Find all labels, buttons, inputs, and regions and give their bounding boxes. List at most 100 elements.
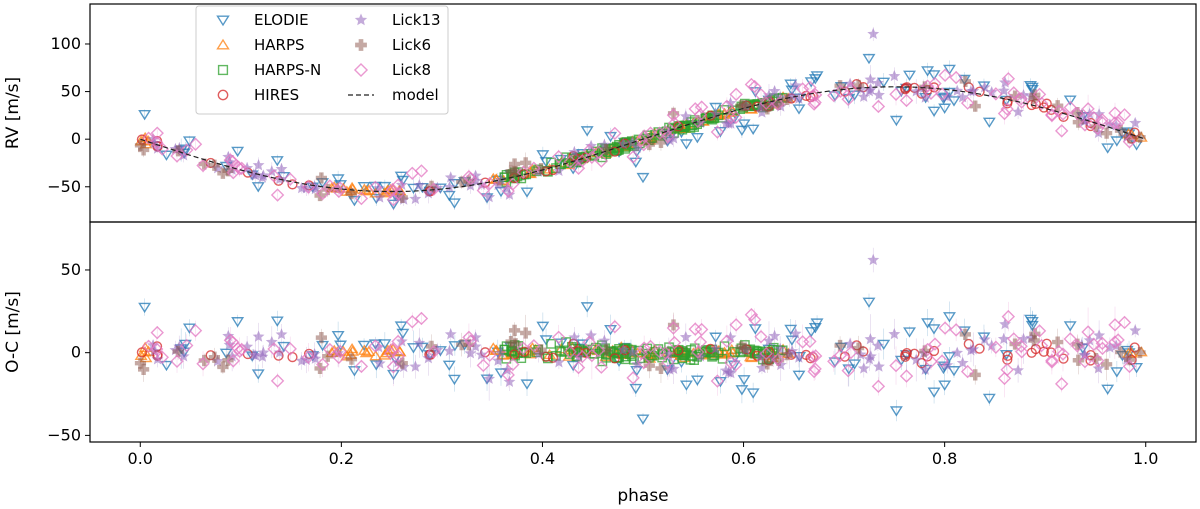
residual-point-harps-n: [717, 353, 728, 364]
data-point-elodie: [1063, 95, 1077, 106]
residual-point-lick6: [1134, 346, 1146, 359]
data-point-lick8: [1078, 118, 1092, 132]
residual-point-hires: [509, 349, 520, 360]
residual-point-lick13: [598, 334, 611, 346]
data-point-elodie: [889, 115, 903, 127]
residual-point-lick8: [899, 369, 914, 383]
residual-point-lick13: [956, 356, 969, 369]
data-point-elodie: [331, 174, 345, 185]
data-point-lick8: [354, 191, 369, 206]
data-point-lick6: [314, 189, 326, 202]
data-point-lick8: [960, 96, 975, 110]
data-point-lick13: [997, 84, 1010, 96]
x-axis: 0.0 0.2 0.4 0.6 0.8 1.0 phase: [128, 442, 1158, 506]
data-point-lick8: [323, 179, 337, 193]
residual-point-lick8: [637, 341, 651, 355]
residual-point-lick6: [208, 351, 221, 363]
data-point-lick8: [180, 143, 194, 157]
residual-point-lick8: [1081, 325, 1095, 339]
residual-point-elodie: [1025, 320, 1039, 332]
legend-label: model: [392, 86, 439, 104]
residual-point-lick8: [666, 321, 681, 335]
residual-point-lick8: [354, 359, 369, 374]
residual-point-lick8: [1108, 335, 1122, 349]
residual-point-lick8: [720, 334, 734, 348]
data-point-elodie: [927, 70, 941, 81]
residual-point-lick13: [792, 351, 805, 363]
data-point-lick8: [1091, 121, 1105, 136]
data-point-lick13: [667, 132, 680, 144]
data-point-lick8: [710, 125, 725, 139]
residual-point-lick6: [1072, 354, 1084, 366]
residual-point-lick13: [1129, 324, 1142, 336]
residual-point-lick8: [694, 322, 709, 337]
data-point-lick8: [1070, 106, 1085, 121]
residual-point-lick13: [910, 353, 923, 365]
residual-point-elodie: [903, 327, 916, 338]
data-point-lick13: [413, 178, 426, 191]
residual-point-lick8: [691, 345, 705, 359]
residual-point-elodie: [566, 360, 580, 372]
residual-point-lick8: [844, 345, 858, 360]
legend-label: HARPS: [254, 36, 305, 54]
x-tick-label: 0.4: [530, 449, 555, 468]
data-point-lick13: [265, 165, 278, 177]
residual-point-lick13: [724, 366, 737, 379]
residual-point-lick13: [1078, 348, 1091, 360]
x-tick-label: 0.0: [128, 449, 153, 468]
data-point-hires: [900, 84, 911, 95]
residual-point-hires: [609, 353, 620, 364]
data-point-lick8: [575, 154, 589, 168]
residual-point-lick8: [747, 312, 762, 327]
data-point-lick8: [527, 161, 541, 175]
legend: ELODIE HARPS HARPS-N HIRES Lick13 Lick6 Lick8 m…: [195, 5, 449, 115]
residual-point-lick8: [368, 339, 383, 353]
data-point-lick13: [444, 171, 457, 183]
data-point-elodie: [735, 125, 749, 137]
residual-point-lick8: [1034, 338, 1049, 353]
data-point-lick8: [928, 76, 942, 91]
residual-point-harps: [362, 345, 376, 356]
residual-point-lick8: [729, 318, 743, 332]
residual-point-lick13: [249, 349, 262, 361]
legend-swatch-lick8: [353, 62, 369, 78]
residual-point-lick13: [495, 346, 507, 358]
legend-box: [195, 5, 449, 115]
data-point-lick6: [396, 191, 408, 204]
data-point-lick8: [844, 81, 858, 96]
residual-point-lick13: [631, 358, 644, 370]
residual-point-elodie: [406, 343, 420, 354]
residual-point-hires: [900, 351, 911, 362]
data-point-elodie: [251, 182, 265, 193]
model-line: [140, 86, 1146, 193]
data-point-lick8: [1054, 124, 1069, 138]
data-point-lick13: [443, 180, 456, 193]
data-point-lick8: [1081, 102, 1095, 116]
residual-point-lick8: [808, 362, 822, 376]
data-point-lick6: [739, 99, 751, 112]
data-point-elodie: [347, 196, 361, 207]
data-point-lick8: [754, 88, 768, 102]
residual-point-lick8: [141, 339, 156, 354]
data-point-lick8: [1034, 96, 1049, 111]
data-point-elodie: [520, 187, 534, 198]
residual-point-lick13: [709, 342, 722, 354]
residual-point-lick6: [969, 369, 981, 381]
data-point-lick8: [634, 133, 649, 147]
residual-point-lick13: [871, 339, 884, 351]
residual-point-lick13: [553, 356, 565, 368]
residual-point-harps: [486, 342, 500, 353]
residual-point-lick8: [989, 340, 1003, 354]
data-point-lick8: [594, 154, 609, 168]
oc-axis-label: O-C [m/s]: [3, 291, 23, 373]
data-point-lick8: [807, 97, 821, 111]
residual-point-lick8: [571, 360, 586, 375]
data-point-lick8: [368, 180, 383, 195]
data-point-lick8: [315, 186, 330, 201]
data-point-elodie: [1110, 136, 1124, 147]
data-point-lick8: [949, 70, 963, 85]
residual-point-lick8: [808, 349, 823, 363]
legend-label: HARPS-N: [254, 61, 321, 79]
residual-point-harps-n: [677, 353, 688, 364]
data-point-lick6: [1072, 116, 1084, 128]
